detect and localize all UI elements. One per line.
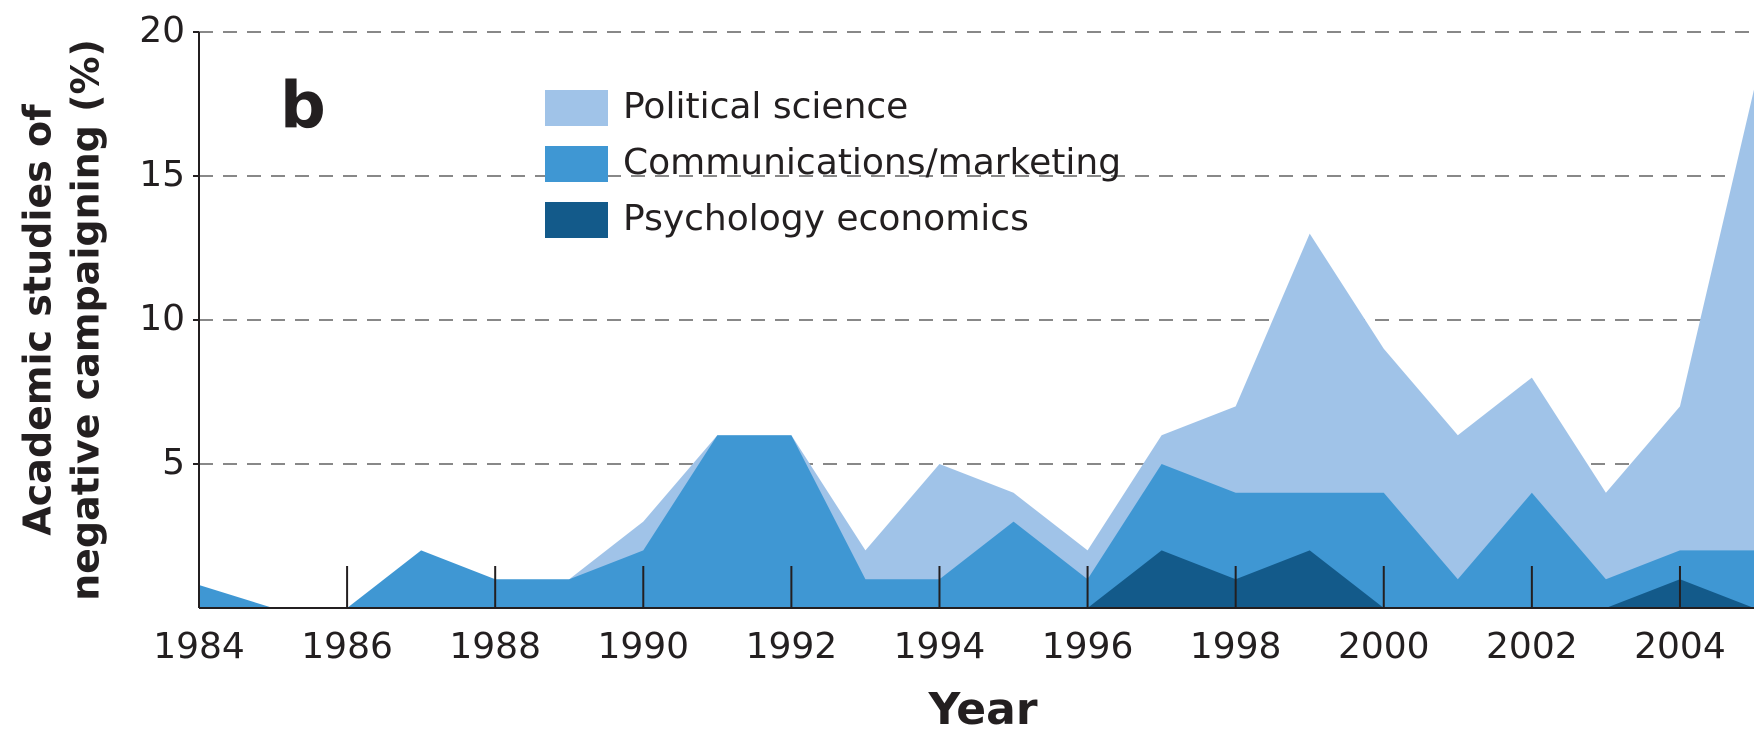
y-axis-label-line: Academic studies of [16,104,60,536]
legend-swatch [545,90,608,126]
y-axis-label-line: negative campaigning (%) [64,39,108,601]
y-tick-label: 15 [139,154,185,195]
x-tick-label: 1988 [449,626,541,667]
panel-label: b [280,70,326,144]
area [199,435,1754,608]
legend-swatch [545,202,608,238]
area [199,89,1754,609]
x-tick-label: 1992 [746,626,838,667]
x-tick-label: 2000 [1338,626,1430,667]
legend-label: Psychology economics [623,198,1029,239]
legend-label: Political science [623,86,908,127]
x-tick-label: 1990 [597,626,689,667]
x-axis-label: Year [927,684,1037,734]
x-tick-label: 2004 [1634,626,1726,667]
y-tick-label: 5 [162,442,185,483]
x-tick-label: 1986 [301,626,393,667]
y-tick-label: 10 [139,298,185,339]
x-tick-label: 2002 [1486,626,1578,667]
x-tick-label: 1994 [894,626,986,667]
x-tick-label: 1998 [1190,626,1282,667]
x-tick-label: 1996 [1042,626,1134,667]
legend-swatch [545,146,608,182]
legend-label: Communications/marketing [623,142,1121,183]
x-tick-label: 1984 [153,626,245,667]
y-tick-label: 20 [139,10,185,51]
y-axis-label: Academic studies of negative campaigning… [16,39,108,601]
